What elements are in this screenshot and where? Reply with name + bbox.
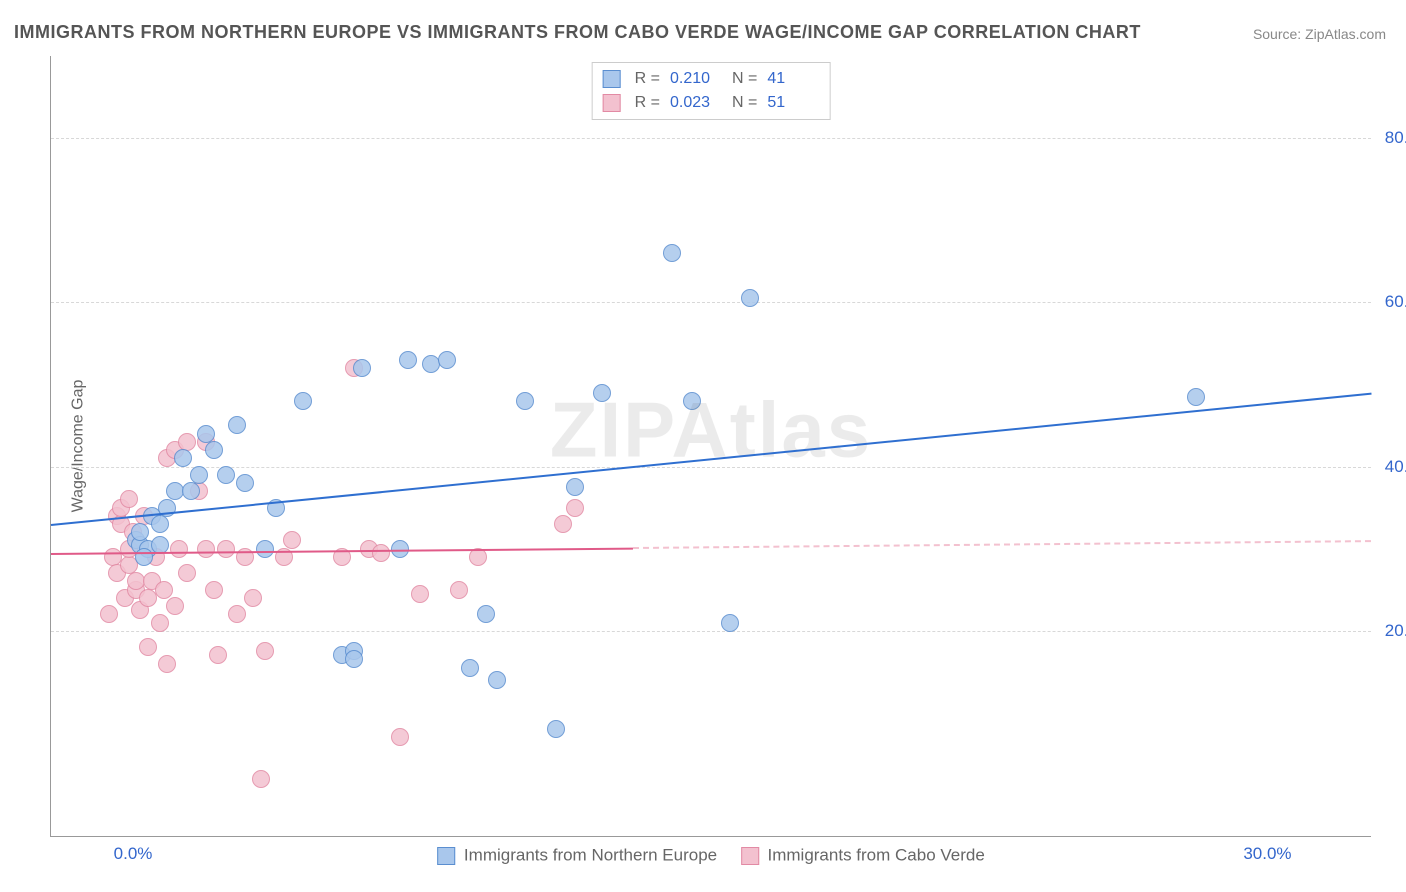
data-point	[190, 466, 208, 484]
data-point	[554, 515, 572, 533]
trend-line	[633, 540, 1371, 549]
gridline	[51, 138, 1371, 139]
data-point	[294, 392, 312, 410]
data-point	[1187, 388, 1205, 406]
data-point	[461, 659, 479, 677]
data-point	[593, 384, 611, 402]
y-tick-label: 60.0%	[1377, 292, 1406, 312]
source-label: Source: ZipAtlas.com	[1253, 26, 1386, 42]
n-label: N =	[732, 70, 757, 88]
n-value-a: 41	[767, 70, 819, 88]
legend-row-a: R = 0.210 N = 41	[603, 67, 820, 91]
chart-title: IMMIGRANTS FROM NORTHERN EUROPE VS IMMIG…	[14, 22, 1141, 43]
data-point	[353, 359, 371, 377]
data-point	[256, 642, 274, 660]
data-point	[205, 441, 223, 459]
data-point	[197, 540, 215, 558]
data-point	[217, 466, 235, 484]
gridline	[51, 467, 1371, 468]
data-point	[209, 646, 227, 664]
r-label: R =	[635, 70, 660, 88]
r-value-a: 0.210	[670, 70, 722, 88]
data-point	[228, 416, 246, 434]
data-point	[399, 351, 417, 369]
r-label: R =	[635, 94, 660, 112]
data-point	[283, 531, 301, 549]
data-point	[566, 478, 584, 496]
series-a-label: Immigrants from Northern Europe	[464, 846, 717, 865]
data-point	[217, 540, 235, 558]
data-point	[131, 523, 149, 541]
data-point	[741, 289, 759, 307]
data-point	[488, 671, 506, 689]
data-point	[205, 581, 223, 599]
data-point	[252, 770, 270, 788]
data-point	[151, 515, 169, 533]
data-point	[566, 499, 584, 517]
legend-swatch-b	[603, 94, 621, 112]
plot-area: ZIPAtlas R = 0.210 N = 41 R = 0.023 N = …	[50, 56, 1371, 837]
y-tick-label: 20.0%	[1377, 621, 1406, 641]
data-point	[139, 638, 157, 656]
data-point	[450, 581, 468, 599]
data-point	[151, 614, 169, 632]
series-b-label: Immigrants from Cabo Verde	[767, 846, 984, 865]
data-point	[166, 597, 184, 615]
y-tick-label: 40.0%	[1377, 457, 1406, 477]
data-point	[178, 433, 196, 451]
data-point	[228, 605, 246, 623]
data-point	[151, 536, 169, 554]
legend-swatch-a	[603, 70, 621, 88]
data-point	[256, 540, 274, 558]
n-value-b: 51	[767, 94, 819, 112]
x-tick-label: 30.0%	[1243, 844, 1291, 864]
data-point	[135, 548, 153, 566]
data-point	[100, 605, 118, 623]
data-point	[174, 449, 192, 467]
y-tick-label: 80.0%	[1377, 128, 1406, 148]
correlation-legend: R = 0.210 N = 41 R = 0.023 N = 51	[592, 62, 831, 120]
data-point	[197, 425, 215, 443]
data-point	[516, 392, 534, 410]
data-point	[236, 474, 254, 492]
data-point	[663, 244, 681, 262]
trend-line	[51, 393, 1371, 526]
data-point	[477, 605, 495, 623]
data-point	[345, 650, 363, 668]
n-label: N =	[732, 94, 757, 112]
gridline	[51, 631, 1371, 632]
data-point	[244, 589, 262, 607]
legend-row-b: R = 0.023 N = 51	[603, 91, 820, 115]
data-point	[182, 482, 200, 500]
data-point	[391, 540, 409, 558]
data-point	[158, 655, 176, 673]
data-point	[391, 728, 409, 746]
gridline	[51, 302, 1371, 303]
data-point	[155, 581, 173, 599]
data-point	[170, 540, 188, 558]
data-point	[120, 490, 138, 508]
data-point	[721, 614, 739, 632]
chart-container: IMMIGRANTS FROM NORTHERN EUROPE VS IMMIG…	[0, 0, 1406, 892]
data-point	[438, 351, 456, 369]
data-point	[683, 392, 701, 410]
data-point	[372, 544, 390, 562]
legend-swatch-b-icon	[741, 847, 759, 865]
data-point	[547, 720, 565, 738]
data-point	[411, 585, 429, 603]
x-tick-label: 0.0%	[114, 844, 153, 864]
data-point	[178, 564, 196, 582]
series-legend: Immigrants from Northern Europe Immigran…	[437, 845, 985, 866]
legend-swatch-a-icon	[437, 847, 455, 865]
r-value-b: 0.023	[670, 94, 722, 112]
